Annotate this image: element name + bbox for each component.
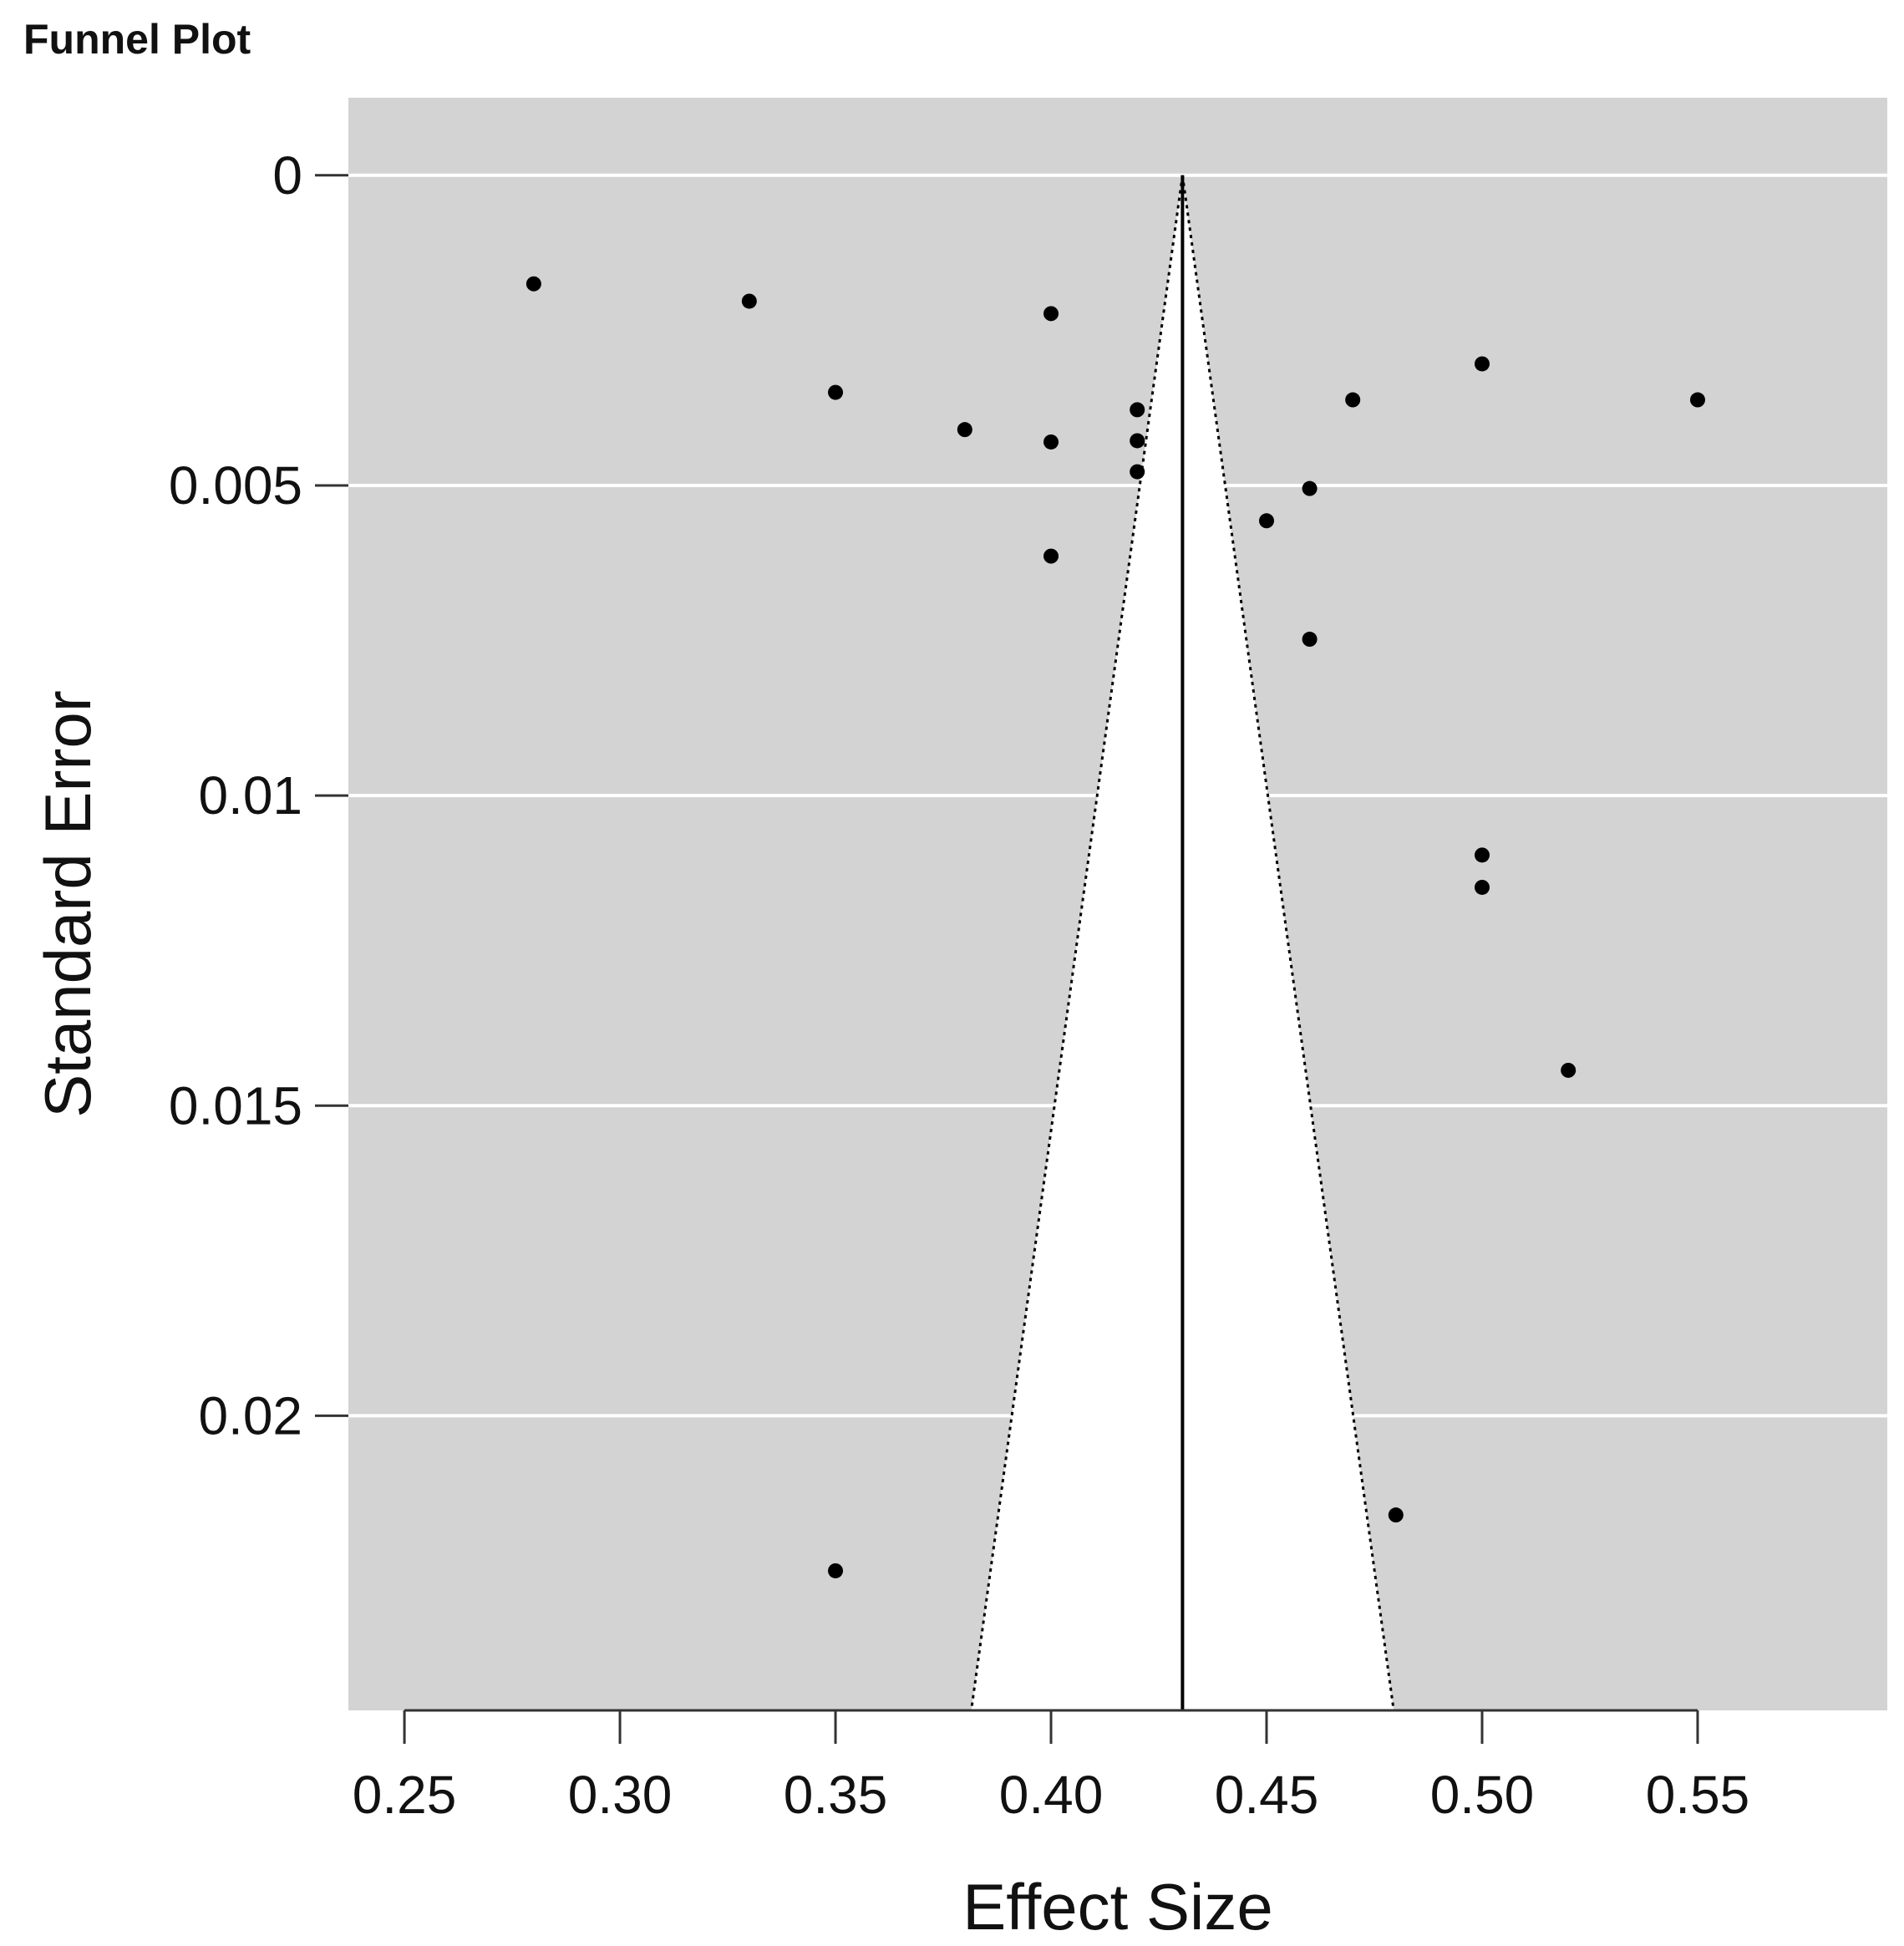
grid-lines (348, 173, 1887, 1418)
y-tick-label: 0.02 (198, 1385, 302, 1446)
data-point (1474, 356, 1490, 372)
data-point (1474, 847, 1490, 863)
data-point (1388, 1507, 1404, 1523)
x-axis-label: Effect Size (962, 1870, 1272, 1943)
data-point (1043, 434, 1059, 450)
funnel-right-bound (1180, 175, 1395, 1711)
data-point (526, 276, 541, 292)
funnel-left-bound (970, 175, 1184, 1711)
x-tick-label: 0.40 (999, 1765, 1104, 1825)
x-tick-label: 0.45 (1215, 1765, 1319, 1825)
y-tick-label: 0.01 (198, 765, 302, 826)
data-point (1043, 306, 1059, 322)
data-point (1302, 480, 1318, 496)
data-point (1689, 392, 1705, 408)
y-axis: 0 0.005 0.01 0.015 0.02 (169, 145, 348, 1446)
chart-title: Funnel Plot (23, 16, 251, 63)
data-point (1302, 632, 1318, 648)
data-point (1345, 392, 1361, 408)
x-tick-label: 0.35 (784, 1765, 888, 1825)
data-point (1130, 433, 1145, 449)
data-point (1561, 1062, 1577, 1078)
y-tick-label: 0.005 (169, 455, 302, 516)
data-point (828, 384, 844, 400)
data-points (526, 276, 1705, 1578)
data-point (1130, 464, 1145, 480)
data-point (1474, 879, 1490, 895)
data-point (741, 293, 757, 309)
x-tick-label: 0.55 (1646, 1765, 1750, 1825)
data-point (957, 422, 972, 438)
x-tick-label: 0.50 (1430, 1765, 1535, 1825)
x-tick-label: 0.25 (353, 1765, 457, 1825)
data-point (828, 1562, 844, 1578)
x-axis: 0.25 0.30 0.35 0.40 0.45 0.50 0.55 (353, 1709, 1750, 1825)
y-axis-label: Standard Error (31, 690, 104, 1118)
x-tick-label: 0.30 (568, 1765, 673, 1825)
y-tick-label: 0 (272, 145, 302, 206)
data-point (1259, 513, 1275, 529)
data-point (1130, 402, 1145, 418)
data-point (1043, 548, 1059, 564)
y-tick-label: 0.015 (169, 1075, 302, 1136)
